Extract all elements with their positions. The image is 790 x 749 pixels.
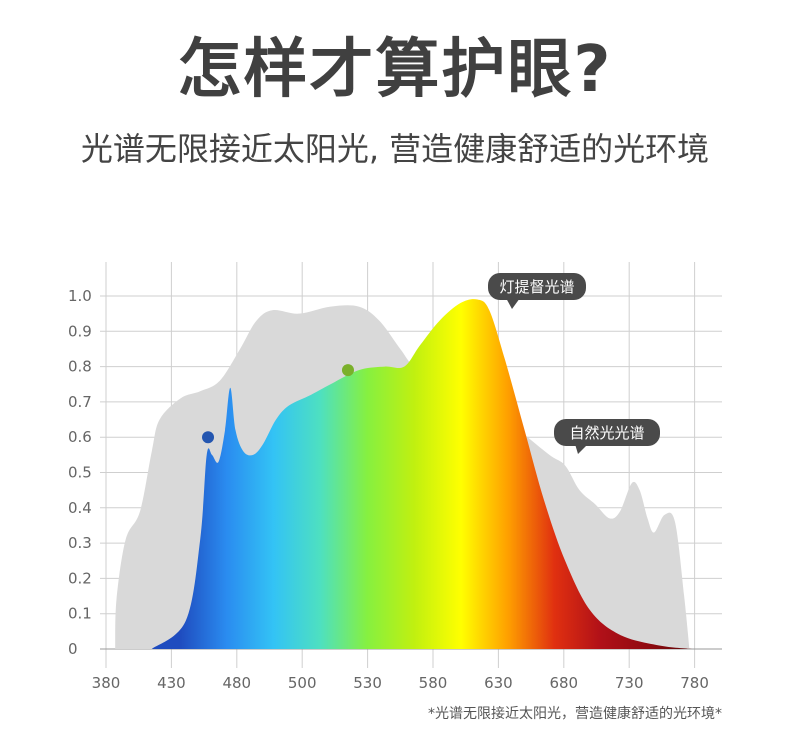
y-tick-label: 0.3 xyxy=(68,534,92,552)
y-tick-label: 0.2 xyxy=(68,569,92,587)
x-tick-label: 500 xyxy=(288,674,317,692)
x-tick-label: 680 xyxy=(549,674,578,692)
led-spectrum-label: 灯提督光谱 xyxy=(499,278,574,296)
x-tick-label: 430 xyxy=(157,674,186,692)
markers xyxy=(202,364,354,444)
x-tick-label: 580 xyxy=(419,674,448,692)
natural-spectrum-label: 自然光光谱 xyxy=(569,424,644,442)
y-tick-label: 0.9 xyxy=(68,322,92,340)
series-areas xyxy=(115,299,692,649)
y-tick-label: 0.4 xyxy=(68,499,92,517)
y-tick-label: 0.6 xyxy=(68,428,92,446)
y-tick-label: 0 xyxy=(68,640,78,658)
x-tick-label: 380 xyxy=(92,674,121,692)
led-spectrum-bubble: 灯提督光谱 xyxy=(488,273,586,309)
page-subtitle: 光谱无限接近太阳光, 营造健康舒适的光环境 xyxy=(80,130,710,168)
marker-dot xyxy=(341,364,354,377)
x-tick-label: 480 xyxy=(222,674,251,692)
y-tick-label: 1.0 xyxy=(68,287,92,305)
y-tick-label: 0.5 xyxy=(68,464,92,482)
axis-ticks: 380 430 480 500 530 580 630 680 730 780 0 0.1 0.2 0.3… xyxy=(68,287,709,692)
x-tick-label: 780 xyxy=(680,674,709,692)
footnote: *光谱无限接近太阳光，营造健康舒适的光环境* xyxy=(428,706,722,722)
natural-spectrum-bubble: 自然光光谱 xyxy=(554,419,660,454)
x-tick-label: 630 xyxy=(484,674,513,692)
x-tick-label: 530 xyxy=(353,674,382,692)
x-tick-label: 730 xyxy=(615,674,644,692)
page-title: 怎样才算护眼? xyxy=(177,33,613,107)
y-tick-label: 0.1 xyxy=(68,605,92,623)
y-tick-label: 0.7 xyxy=(68,393,92,411)
y-tick-label: 0.8 xyxy=(68,358,92,376)
marker-dot xyxy=(202,431,215,444)
led-spectrum-area xyxy=(151,299,692,649)
